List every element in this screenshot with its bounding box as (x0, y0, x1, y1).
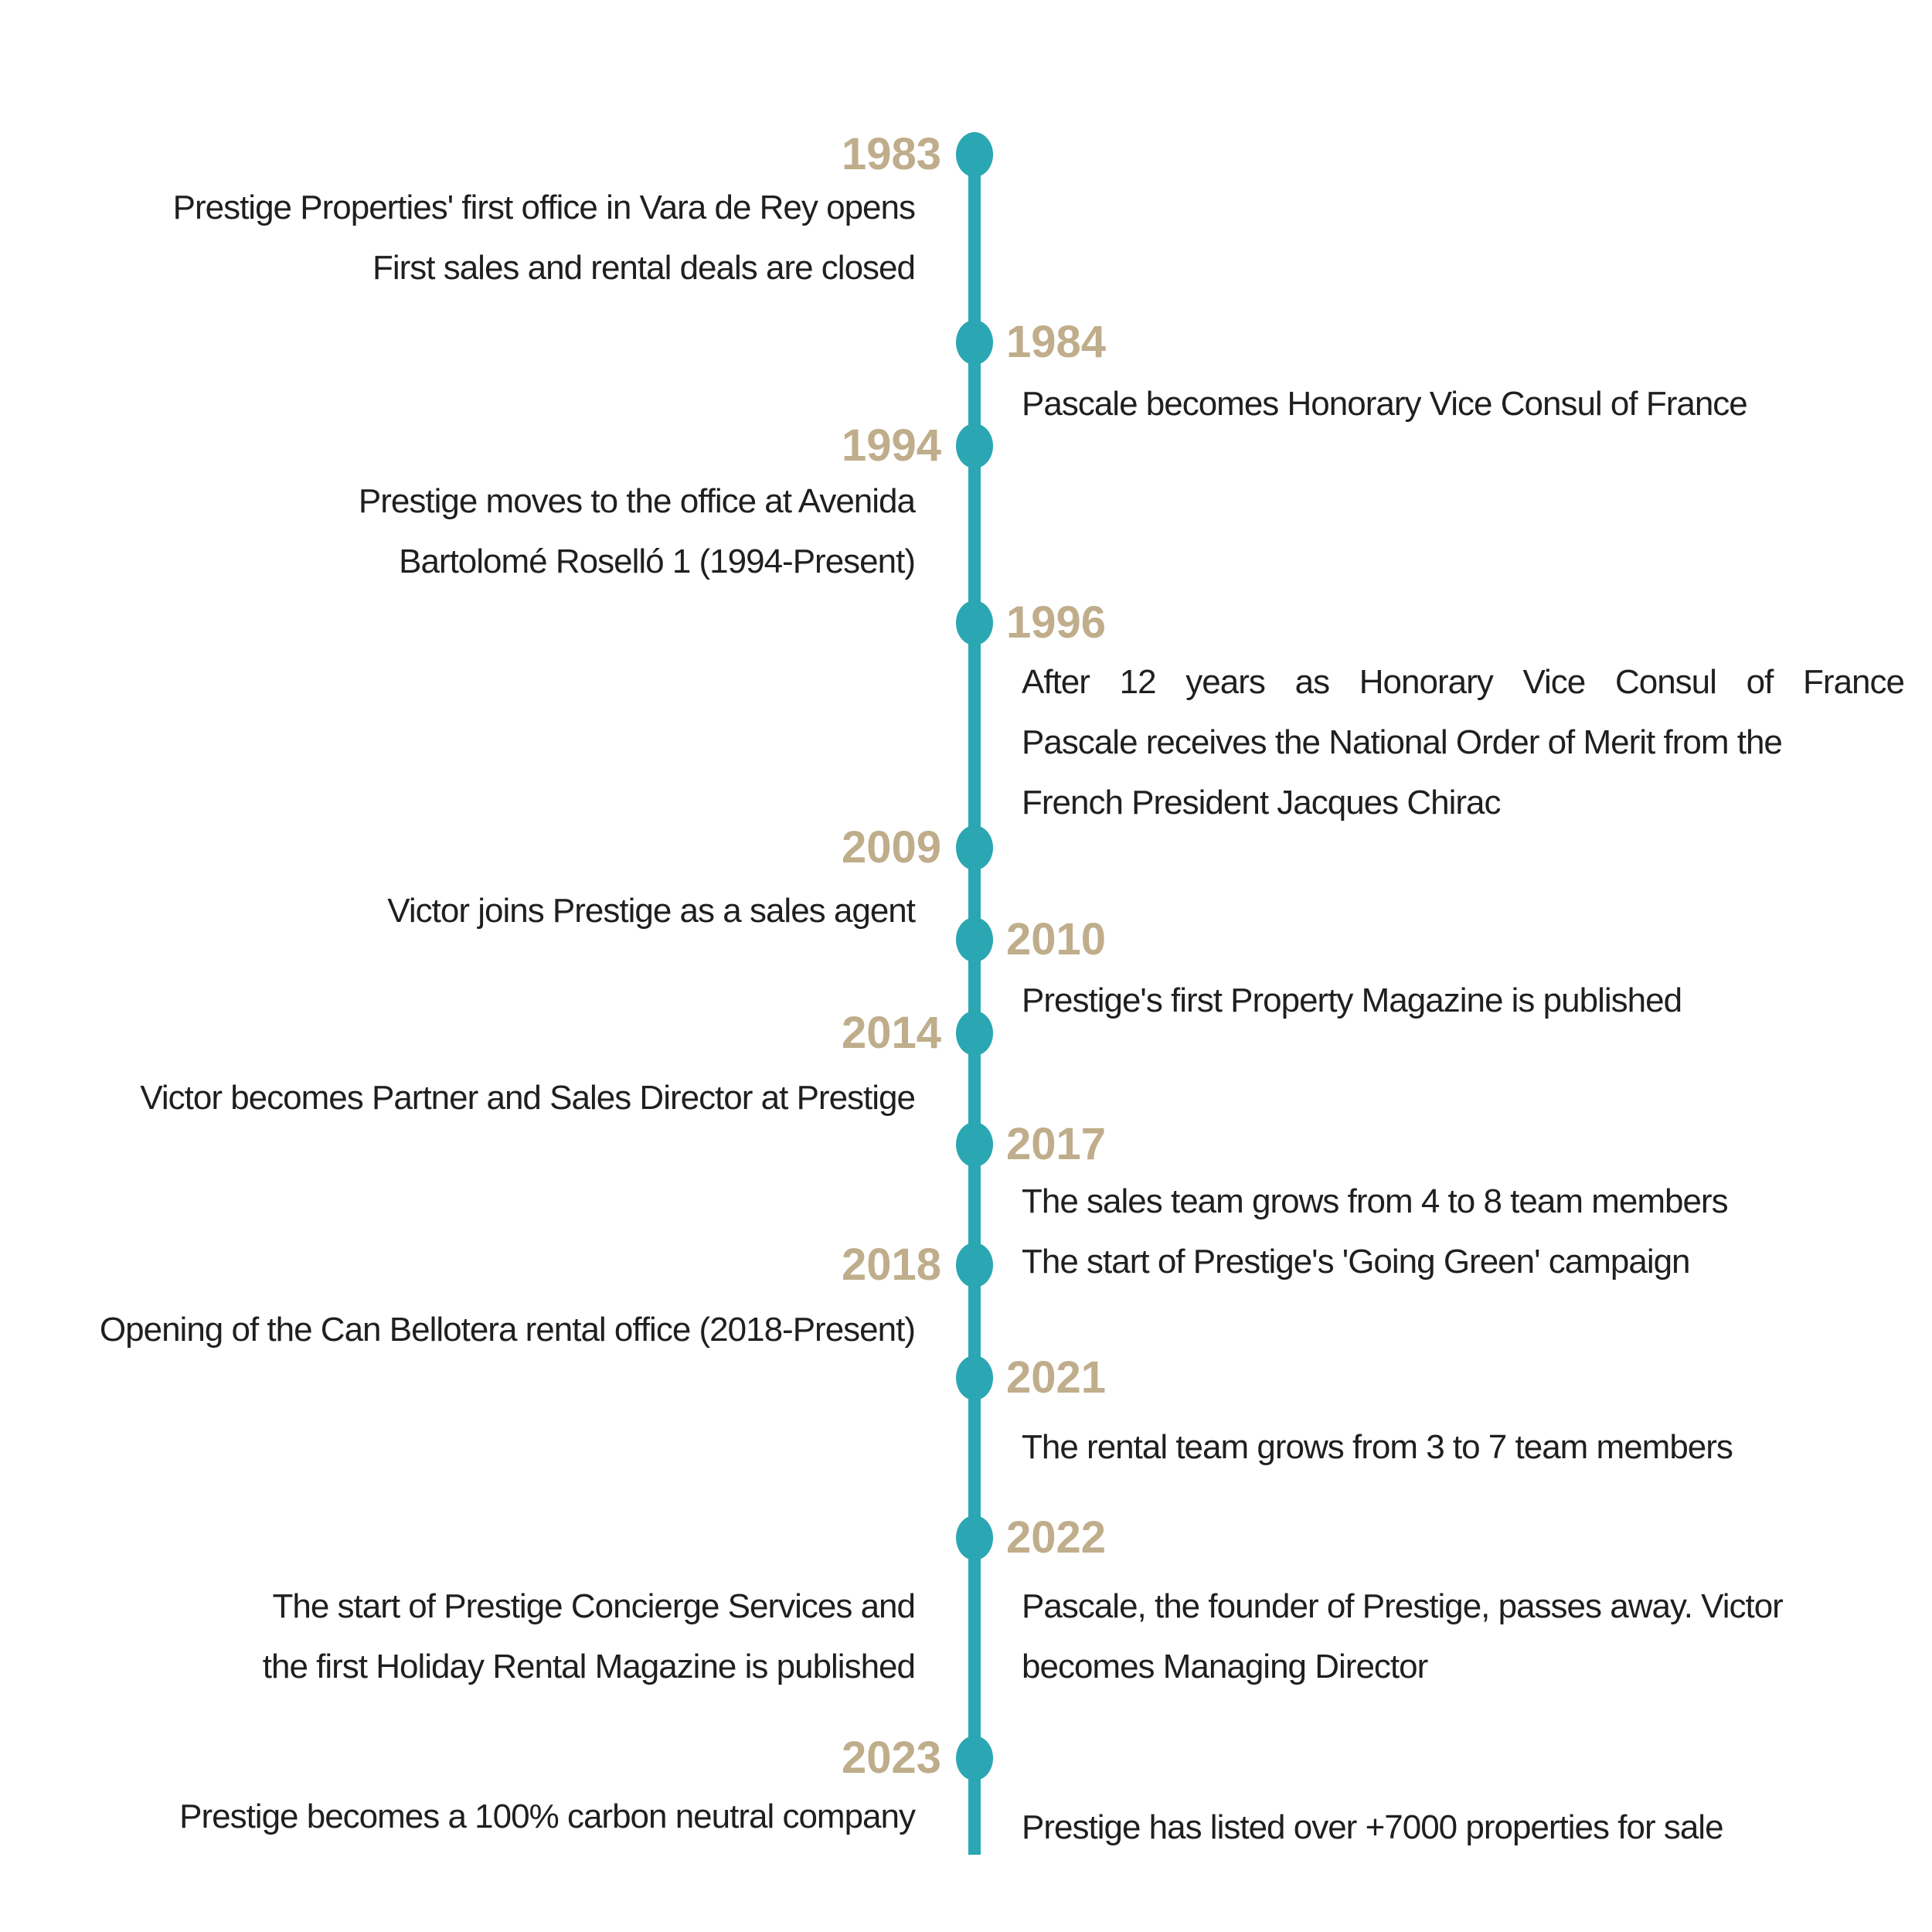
timeline-dot (956, 1243, 993, 1287)
year-label: 2010 (1006, 914, 1107, 964)
text-line: The start of Prestige Concierge Services… (272, 1587, 916, 1625)
text-line: The rental team grows from 3 to 7 team m… (1022, 1428, 1733, 1466)
event-description: Opening of the Can Bellotera rental offi… (0, 1300, 916, 1360)
year-label: 2018 (841, 1240, 941, 1290)
text-line: The start of Prestige's 'Going Green' ca… (1022, 1243, 1691, 1281)
year-label: 2017 (1006, 1119, 1107, 1169)
event-description: Victor joins Prestige as a sales agent (0, 881, 916, 941)
text-line: becomes Managing Director (1022, 1648, 1428, 1685)
text-line: The sales team grows from 4 to 8 team me… (1022, 1182, 1729, 1220)
text-line: French President Jacques Chirac (1022, 784, 1502, 821)
year-label: 1983 (841, 129, 941, 179)
year-label: 1996 (1006, 597, 1107, 648)
timeline-dot (956, 132, 993, 177)
timeline-dot (956, 917, 993, 962)
timeline-dot (956, 1515, 993, 1560)
event-description: After 12 years as Honorary Vice Consul o… (1022, 652, 1905, 833)
text-line: Opening of the Can Bellotera rental offi… (99, 1311, 916, 1349)
event-description: Pascale becomes Honorary Vice Consul of … (1022, 374, 1904, 434)
event-description: The sales team grows from 4 to 8 team me… (1022, 1172, 1904, 1292)
text-line: Prestige becomes a 100% carbon neutral c… (179, 1798, 916, 1835)
year-label: 2022 (1006, 1512, 1107, 1563)
year-label: 2009 (841, 822, 941, 872)
text-line: Prestige moves to the office at Avenida (358, 482, 916, 520)
year-label: 1994 (841, 420, 941, 471)
timeline-line (968, 151, 981, 1855)
event-description: Prestige Properties' first office in Var… (0, 178, 916, 298)
text-line: Pascale receives the National Order of M… (1022, 723, 1783, 761)
text-line: Prestige Properties' first office in Var… (172, 189, 916, 226)
year-label: 2014 (841, 1008, 941, 1058)
timeline-dot (956, 320, 993, 365)
year-label: 2021 (1006, 1352, 1107, 1403)
year-label: 2023 (841, 1733, 941, 1783)
text-line: the first Holiday Rental Magazine is pub… (262, 1648, 916, 1685)
event-description: The rental team grows from 3 to 7 team m… (1022, 1417, 1904, 1478)
timeline-dot (956, 825, 993, 870)
event-description-left: The start of Prestige Concierge Services… (0, 1577, 916, 1697)
text-line: Pascale, the founder of Prestige, passes… (1022, 1587, 1784, 1625)
event-description: Victor becomes Partner and Sales Directo… (0, 1068, 916, 1128)
year-label: 1984 (1006, 317, 1107, 367)
event-description: Prestige moves to the office at Avenida … (0, 471, 916, 592)
event-description-right: Prestige has listed over +7000 propertie… (1022, 1798, 1904, 1858)
text-line: Pascale becomes Honorary Vice Consul of … (1022, 385, 1748, 423)
text-line: After 12 years as Honorary Vice Consul o… (1022, 663, 1905, 701)
timeline-dot (956, 1736, 993, 1781)
text-line: Prestige has listed over +7000 propertie… (1022, 1808, 1724, 1846)
timeline-dot (956, 1355, 993, 1400)
text-line: Prestige's first Property Magazine is pu… (1022, 981, 1682, 1019)
event-description: Pascale, the founder of Prestige, passes… (1022, 1577, 1904, 1697)
timeline-dot (956, 600, 993, 645)
timeline-dot (956, 1122, 993, 1167)
text-line: First sales and rental deals are closed (372, 249, 916, 287)
text-line: Victor joins Prestige as a sales agent (387, 892, 916, 930)
text-line: Bartolomé Roselló 1 (1994-Present) (399, 543, 916, 580)
timeline-dot (956, 423, 993, 468)
timeline-dot (956, 1011, 993, 1056)
event-description: Prestige becomes a 100% carbon neutral c… (0, 1787, 916, 1847)
event-description: Prestige's first Property Magazine is pu… (1022, 971, 1904, 1031)
text-line: Victor becomes Partner and Sales Directo… (140, 1079, 916, 1117)
